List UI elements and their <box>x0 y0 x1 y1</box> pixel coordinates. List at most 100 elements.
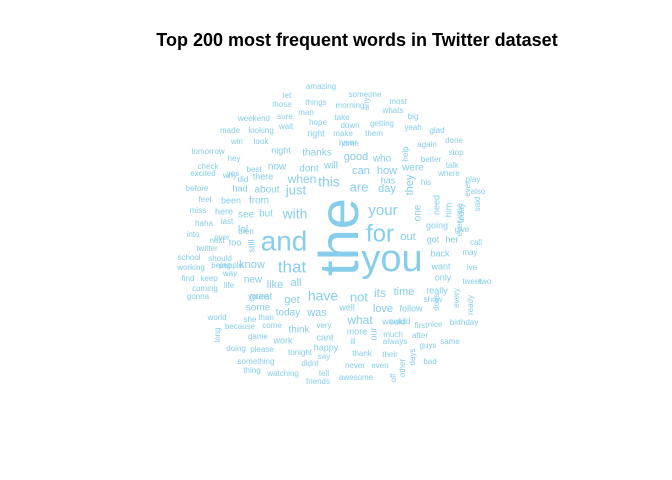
word-129: whats <box>382 106 404 115</box>
word-67: really <box>426 285 448 295</box>
word-18: time <box>394 286 415 298</box>
word-189: any <box>362 98 371 111</box>
word-180: two <box>479 277 492 286</box>
word-63: been <box>221 195 241 205</box>
word-97: best <box>246 165 262 174</box>
word-59: our <box>368 327 378 340</box>
word-142: year <box>341 138 357 147</box>
word-100: better <box>421 155 442 164</box>
word-106: please <box>250 345 274 354</box>
word-55: got <box>427 234 440 244</box>
word-6: with <box>282 206 308 222</box>
word-168: watching <box>266 369 299 378</box>
word-164: world <box>206 313 226 322</box>
word-43: were <box>401 163 424 174</box>
word-131: weekend <box>237 114 270 123</box>
word-95: does <box>432 293 441 310</box>
word-66: still <box>246 240 256 253</box>
word-90: their <box>382 350 398 359</box>
word-34: today <box>276 308 300 319</box>
word-162: youre <box>248 292 269 301</box>
word-70: she <box>244 315 257 324</box>
word-1: the <box>307 198 370 276</box>
word-13: its <box>374 286 386 300</box>
word-53: want <box>430 261 451 271</box>
word-190: off <box>389 373 398 383</box>
word-61: had <box>232 183 247 193</box>
word-178: every <box>452 288 461 308</box>
word-19: now <box>268 162 287 173</box>
word-152: feel <box>199 195 212 204</box>
word-71: than <box>258 313 274 322</box>
word-179: ready <box>466 295 475 315</box>
word-158: should <box>208 254 232 263</box>
word-183: may <box>462 248 477 257</box>
word-123: someone <box>349 90 382 99</box>
word-174: same <box>440 337 460 346</box>
word-2: you <box>361 238 422 280</box>
word-170: awesome <box>339 373 374 382</box>
word-56: her <box>445 234 458 244</box>
word-141: tomorrow <box>191 147 225 156</box>
word-116: other <box>398 359 407 378</box>
word-172: days <box>408 349 417 366</box>
word-175: guys <box>420 341 437 350</box>
word-109: say <box>318 352 330 361</box>
word-69: him <box>443 203 453 218</box>
word-140: done <box>445 136 463 145</box>
word-151: also <box>471 187 486 196</box>
word-135: glad <box>429 126 444 135</box>
word-5: that <box>278 257 307 276</box>
word-35: will <box>323 161 338 172</box>
word-136: made <box>220 126 241 135</box>
word-79: right <box>307 128 325 138</box>
word-138: them <box>365 129 383 138</box>
word-4: for <box>366 220 394 247</box>
word-144: win <box>230 137 243 146</box>
word-41: who <box>372 154 392 165</box>
word-182: ive <box>467 263 478 272</box>
word-155: call <box>470 238 482 247</box>
word-32: new <box>244 275 263 286</box>
word-7: your <box>368 202 397 219</box>
word-186: ever <box>463 181 472 197</box>
word-125: most <box>389 97 407 106</box>
word-84: being <box>211 261 231 270</box>
word-150: before <box>186 184 209 193</box>
word-80: over <box>214 233 230 242</box>
word-112: something <box>238 357 275 366</box>
word-98: said <box>473 197 482 212</box>
word-22: can <box>352 165 370 177</box>
word-20: get <box>284 294 299 306</box>
word-33: some <box>246 303 271 314</box>
word-132: down <box>340 121 359 130</box>
word-50: cant <box>316 332 334 342</box>
word-181: tweet <box>462 277 482 286</box>
word-3: and <box>261 225 308 256</box>
word-17: out <box>400 231 415 243</box>
word-65: too <box>229 237 242 247</box>
word-83: always <box>383 337 407 346</box>
word-10: not <box>350 289 368 304</box>
word-166: doing <box>226 344 246 353</box>
word-25: like <box>267 279 284 291</box>
word-28: was <box>306 307 327 319</box>
word-75: much <box>383 330 403 339</box>
word-163: show <box>424 295 443 304</box>
word-23: know <box>239 259 265 271</box>
word-185: give <box>455 225 470 234</box>
word-154: haha <box>195 219 213 228</box>
word-58: there <box>253 171 274 181</box>
word-187: play <box>466 175 481 184</box>
word-103: keep <box>200 274 218 283</box>
word-113: never <box>345 361 365 370</box>
word-108: even <box>371 361 388 370</box>
word-177: birthday <box>450 318 478 327</box>
word-77: his <box>421 178 431 187</box>
word-21: all <box>290 277 301 289</box>
word-145: check <box>198 162 220 171</box>
word-121: those <box>272 100 292 109</box>
word-133: getting <box>370 119 394 128</box>
word-104: next <box>209 236 225 245</box>
